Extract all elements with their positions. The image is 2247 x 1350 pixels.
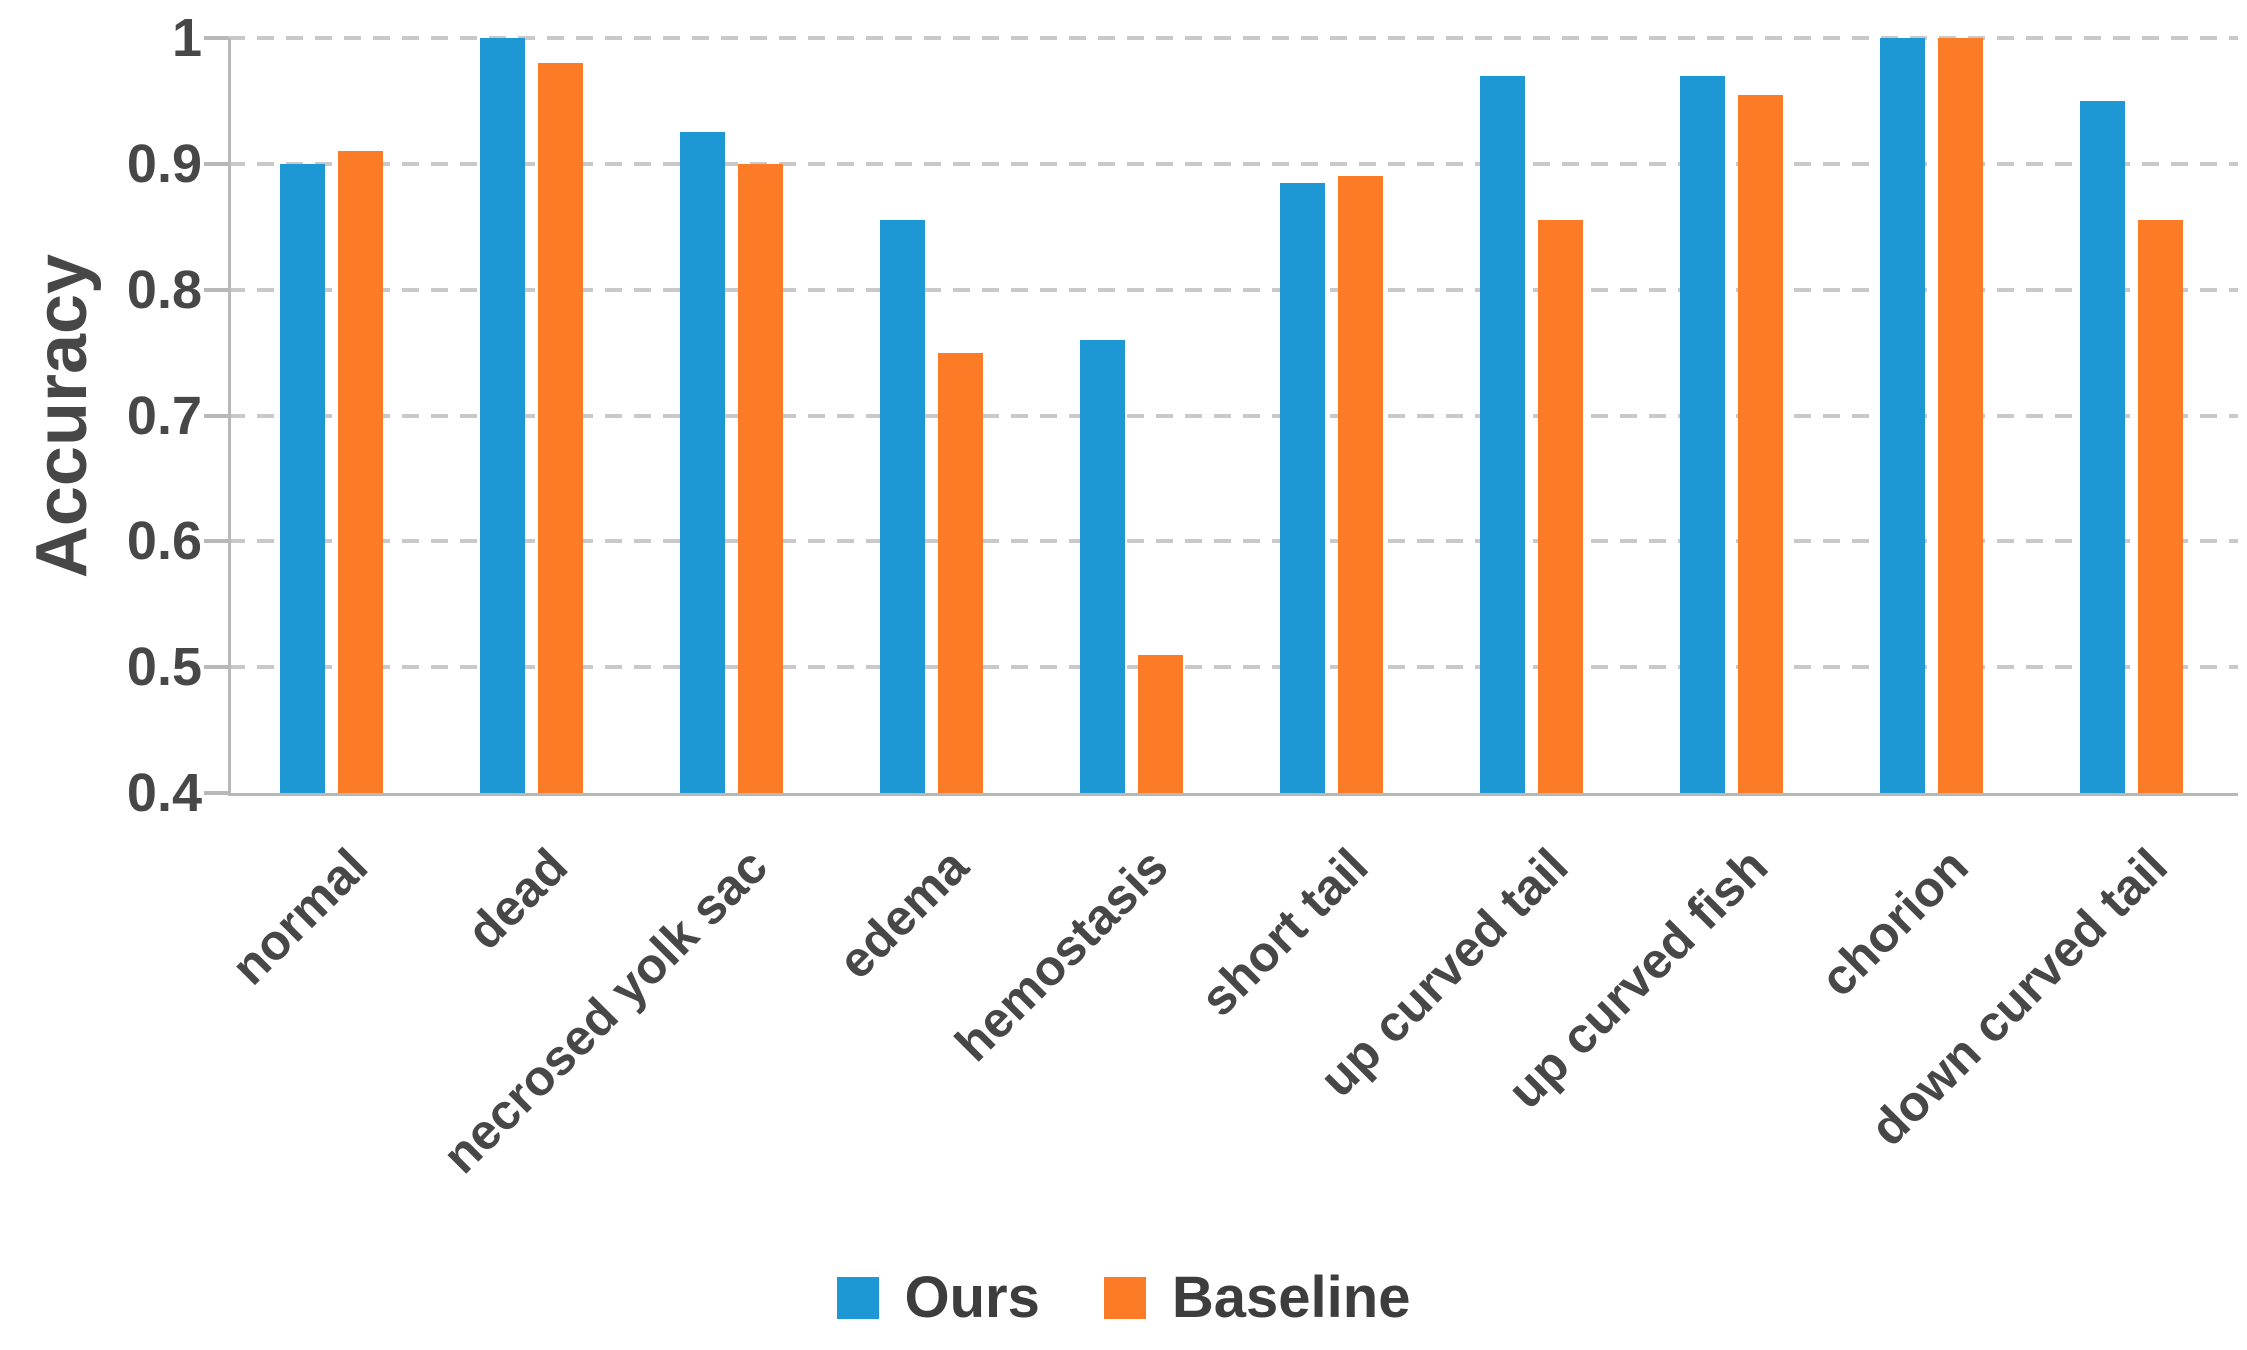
bar-ours-short-tail	[1279, 182, 1325, 793]
bar-ours-necrosed-yolk-sac	[679, 132, 725, 793]
bar-ours-normal	[279, 163, 325, 793]
legend-item-baseline: Baseline	[1103, 1265, 1411, 1330]
legend-swatch-ours	[836, 1276, 879, 1319]
bar-baseline-up-curved-fish	[1737, 94, 1783, 793]
bar-baseline-edema	[937, 352, 983, 793]
y-axis-tick-0-5	[204, 665, 228, 670]
x-tick-label-short-tail: short tail	[1189, 837, 1379, 1027]
x-tick-label-hemostasis: hemostasis	[944, 837, 1179, 1073]
bar-baseline-chorion	[1937, 38, 1983, 793]
legend: Ours Baseline	[0, 1266, 2247, 1330]
y-axis-tick-0-9	[204, 161, 228, 166]
y-axis-tick-0-8	[204, 287, 228, 292]
bar-ours-edema	[879, 220, 925, 793]
y-tick-label-1: 1	[171, 8, 202, 68]
bar-ours-down-curved-tail	[2079, 100, 2125, 793]
y-tick-label-0-9: 0.9	[126, 133, 202, 194]
y-axis-line	[228, 38, 231, 796]
bar-baseline-short-tail	[1337, 176, 1383, 793]
y-tick-label-0-8: 0.8	[126, 259, 202, 320]
x-tick-label-dead: dead	[456, 837, 579, 960]
x-tick-label-edema: edema	[826, 837, 979, 990]
x-axis-line	[228, 793, 2238, 796]
h-gridline-0-5	[228, 665, 2238, 670]
bar-baseline-hemostasis	[1137, 654, 1183, 793]
bar-ours-chorion	[1879, 38, 1925, 793]
legend-label-ours: Ours	[904, 1265, 1040, 1330]
x-tick-label-chorion: chorion	[1809, 837, 1979, 1008]
bar-ours-up-curved-tail	[1479, 75, 1525, 793]
y-tick-label-0-7: 0.7	[126, 385, 202, 446]
x-tick-label-normal: normal	[221, 837, 379, 996]
bar-baseline-necrosed-yolk-sac	[737, 163, 783, 793]
y-axis-tick-1	[204, 36, 228, 40]
legend-swatch-baseline	[1103, 1276, 1146, 1319]
y-axis-tick-0-6	[204, 539, 228, 544]
bar-ours-up-curved-fish	[1679, 75, 1725, 793]
y-tick-label-0-4: 0.4	[126, 763, 202, 823]
h-gridline-0-8	[228, 287, 2238, 292]
bar-baseline-dead	[537, 63, 583, 793]
legend-label-baseline: Baseline	[1171, 1265, 1411, 1330]
h-gridline-0-7	[228, 413, 2238, 418]
h-gridline-0-9	[228, 161, 2238, 166]
bar-baseline-down-curved-tail	[2137, 220, 2183, 793]
bar-baseline-up-curved-tail	[1537, 220, 1583, 793]
bar-ours-dead	[479, 38, 525, 793]
h-gridline-0-6	[228, 539, 2238, 544]
y-axis-tick-0-4	[204, 791, 228, 795]
y-tick-label-0-6: 0.6	[126, 511, 202, 572]
h-gridline-1	[228, 36, 2238, 40]
y-axis-tick-0-7	[204, 413, 228, 418]
bar-ours-hemostasis	[1079, 340, 1125, 793]
bar-baseline-normal	[337, 151, 383, 793]
y-tick-label-0-5: 0.5	[126, 637, 202, 698]
legend-item-ours: Ours	[836, 1265, 1040, 1330]
